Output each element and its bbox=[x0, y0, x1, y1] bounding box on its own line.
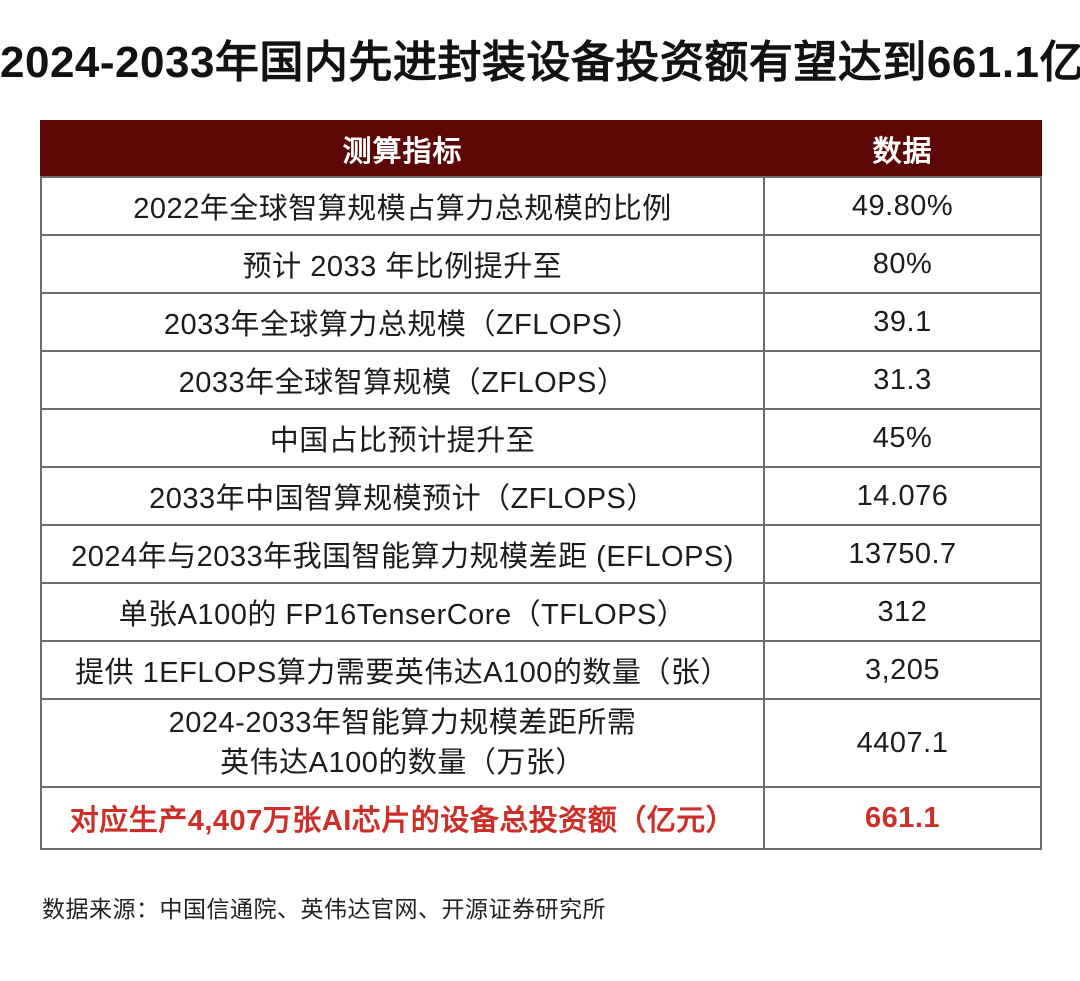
page-title: 2024-2033年国内先进封装设备投资额有望达到661.1亿元 bbox=[0, 38, 1080, 87]
indicator-cell: 2024年与2033年我国智能算力规模差距 (EFLOPS) bbox=[40, 524, 765, 584]
indicator-cell: 2022年全球智算规模占算力总规模的比例 bbox=[40, 176, 765, 236]
table-row: 2033年全球智算规模（ZFLOPS） 31.3 bbox=[40, 350, 1042, 410]
table-row: 单张A100的 FP16TenserCore（TFLOPS） 312 bbox=[40, 582, 1042, 642]
table-row-highlight: 对应生产4,407万张AI芯片的设备总投资额（亿元） 661.1 bbox=[40, 786, 1042, 850]
indicator-cell: 中国占比预计提升至 bbox=[40, 408, 765, 468]
table-row: 2033年中国智算规模预计（ZFLOPS） 14.076 bbox=[40, 466, 1042, 526]
column-header-value: 数据 bbox=[763, 120, 1042, 178]
table-row: 2024年与2033年我国智能算力规模差距 (EFLOPS) 13750.7 bbox=[40, 524, 1042, 584]
value-cell: 312 bbox=[763, 582, 1042, 642]
page: 2024-2033年国内先进封装设备投资额有望达到661.1亿元 测算指标 数据… bbox=[0, 38, 1080, 922]
table-row: 预计 2033 年比例提升至 80% bbox=[40, 234, 1042, 294]
indicator-cell: 2033年中国智算规模预计（ZFLOPS） bbox=[40, 466, 765, 526]
indicator-cell: 预计 2033 年比例提升至 bbox=[40, 234, 765, 294]
value-cell: 3,205 bbox=[763, 640, 1042, 700]
table-row: 2033年全球算力总规模（ZFLOPS） 39.1 bbox=[40, 292, 1042, 352]
data-source-note: 数据来源：中国信通院、英伟达官网、开源证券研究所 bbox=[42, 896, 606, 922]
value-cell: 13750.7 bbox=[763, 524, 1042, 584]
indicator-cell: 单张A100的 FP16TenserCore（TFLOPS） bbox=[40, 582, 765, 642]
indicator-cell: 提供 1EFLOPS算力需要英伟达A100的数量（张） bbox=[40, 640, 765, 700]
indicator-cell: 对应生产4,407万张AI芯片的设备总投资额（亿元） bbox=[40, 786, 765, 850]
table-row: 2024-2033年智能算力规模差距所需 英伟达A100的数量（万张） 4407… bbox=[40, 698, 1042, 788]
metrics-table: 测算指标 数据 2022年全球智算规模占算力总规模的比例 49.80% 预计 2… bbox=[40, 120, 1042, 850]
value-cell: 45% bbox=[763, 408, 1042, 468]
value-cell: 31.3 bbox=[763, 350, 1042, 410]
value-cell: 14.076 bbox=[763, 466, 1042, 526]
indicator-cell: 2033年全球算力总规模（ZFLOPS） bbox=[40, 292, 765, 352]
value-cell: 661.1 bbox=[763, 786, 1042, 850]
column-header-indicator: 测算指标 bbox=[40, 120, 765, 178]
value-cell: 49.80% bbox=[763, 176, 1042, 236]
table-row: 2022年全球智算规模占算力总规模的比例 49.80% bbox=[40, 176, 1042, 236]
value-cell: 80% bbox=[763, 234, 1042, 294]
table-header-row: 测算指标 数据 bbox=[40, 120, 1042, 178]
value-cell: 4407.1 bbox=[763, 698, 1042, 788]
table-row: 提供 1EFLOPS算力需要英伟达A100的数量（张） 3,205 bbox=[40, 640, 1042, 700]
value-cell: 39.1 bbox=[763, 292, 1042, 352]
indicator-cell: 2024-2033年智能算力规模差距所需 英伟达A100的数量（万张） bbox=[40, 698, 765, 788]
table-row: 中国占比预计提升至 45% bbox=[40, 408, 1042, 468]
indicator-cell: 2033年全球智算规模（ZFLOPS） bbox=[40, 350, 765, 410]
